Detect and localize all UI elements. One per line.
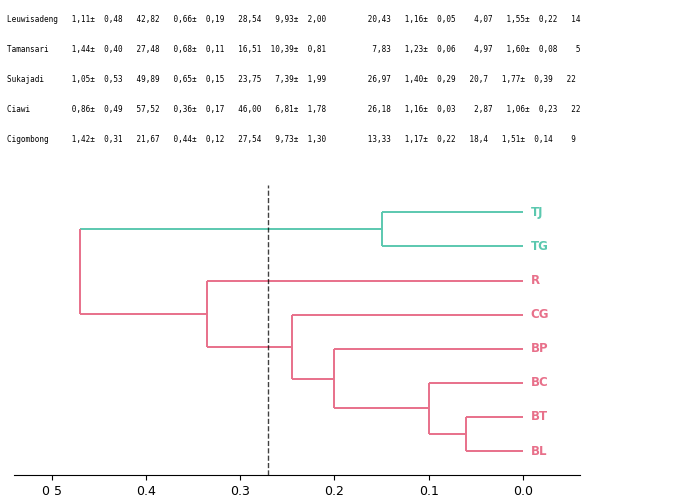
Text: TG: TG [531, 240, 549, 253]
Text: CG: CG [531, 308, 549, 321]
Text: BL: BL [531, 444, 547, 458]
Text: Sukajadi      1,05±  0,53   49,89   0,65±  0,15   23,75   7,39±  1,99         26: Sukajadi 1,05± 0,53 49,89 0,65± 0,15 23,… [7, 75, 575, 84]
Text: Leuwisadeng   1,11±  0,48   42,82   0,66±  0,19   28,54   9,93±  2,00         20: Leuwisadeng 1,11± 0,48 42,82 0,66± 0,19 … [7, 15, 580, 24]
Text: R: R [531, 274, 540, 287]
Text: Ciawi         0,86±  0,49   57,52   0,36±  0,17   46,00   6,81±  1,78         26: Ciawi 0,86± 0,49 57,52 0,36± 0,17 46,00 … [7, 105, 580, 114]
Text: BT: BT [531, 410, 548, 424]
Text: BP: BP [531, 342, 548, 355]
Text: TJ: TJ [531, 206, 543, 219]
Text: BC: BC [531, 376, 549, 390]
Text: Cigombong     1,42±  0,31   21,67   0,44±  0,12   27,54   9,73±  1,30         13: Cigombong 1,42± 0,31 21,67 0,44± 0,12 27… [7, 135, 575, 144]
Text: Tamansari     1,44±  0,40   27,48   0,68±  0,11   16,51  10,39±  0,81          7: Tamansari 1,44± 0,40 27,48 0,68± 0,11 16… [7, 45, 580, 54]
